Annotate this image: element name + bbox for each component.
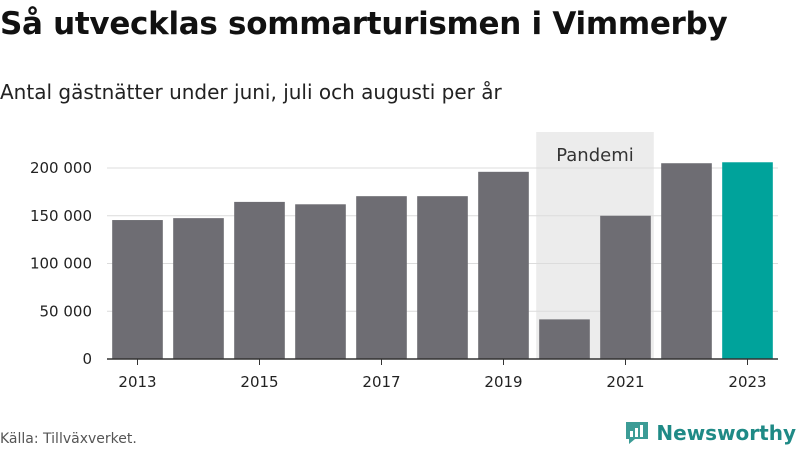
bar-2022	[661, 163, 712, 359]
newsworthy-logo-icon	[626, 422, 649, 444]
x-tick-label: 2013	[118, 373, 156, 391]
bar-2015	[234, 201, 285, 359]
x-tick-label: 2023	[728, 373, 766, 391]
chart-title: Så utvecklas sommarturismen i Vimmerby	[0, 6, 728, 42]
y-tick-label: 50 000	[40, 302, 93, 320]
y-tick-label: 100 000	[30, 255, 92, 273]
x-tick-label: 2015	[240, 373, 278, 391]
bar-2018	[417, 196, 468, 359]
x-tick-label: 2017	[362, 373, 400, 391]
y-tick-label: 0	[82, 350, 92, 368]
bar-2016	[295, 204, 346, 359]
bar-2019	[478, 171, 529, 359]
x-tick-label: 2021	[606, 373, 644, 391]
pandemic-label: Pandemi	[556, 145, 634, 166]
bar-2021	[600, 215, 651, 359]
bar-2023	[722, 162, 773, 359]
bar-2014	[173, 218, 224, 359]
brand-logo: Newsworthy	[624, 420, 796, 446]
chart-subtitle: Antal gästnätter under juni, juli och au…	[0, 80, 502, 104]
y-tick-label: 200 000	[30, 159, 92, 177]
bar-2017	[356, 196, 407, 359]
bar-2020	[539, 319, 590, 359]
brand-name: Newsworthy	[656, 421, 796, 445]
source-note: Källa: Tillväxverket.	[0, 431, 137, 447]
bar-2013	[112, 220, 163, 359]
y-tick-label: 150 000	[30, 207, 92, 225]
x-tick-label: 2019	[484, 373, 522, 391]
bar-chart: Pandemi 0 50 000 100 000 150 000 200 000 2013…	[30, 132, 778, 391]
